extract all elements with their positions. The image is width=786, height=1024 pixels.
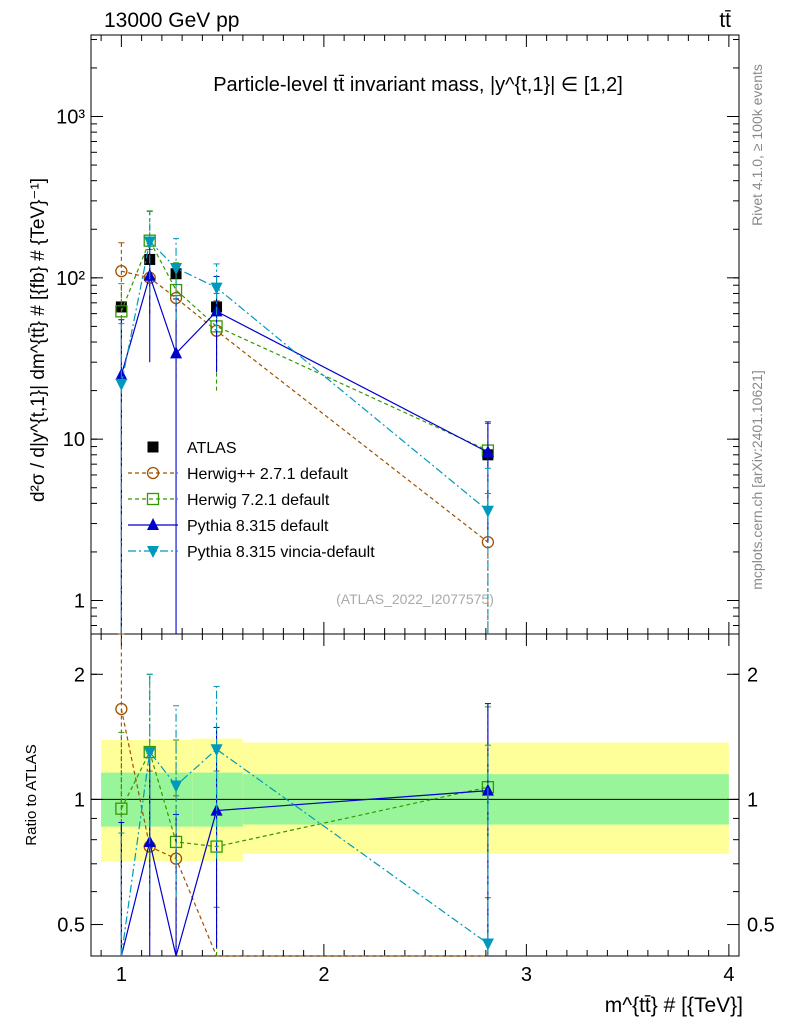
legend-label-herwig7: Herwig 7.2.1 default	[187, 492, 330, 509]
x-tick-label: 2	[318, 964, 329, 986]
legend-label-vincia: Pythia 8.315 vincia-default	[187, 544, 375, 561]
x-tick-label: 3	[521, 964, 532, 986]
main-axis-ticks: 1 10 10² 10³	[56, 35, 739, 634]
y-tick-label: 2	[74, 664, 85, 686]
y-tick-label: 10²	[56, 268, 85, 290]
x-axis-label: m^{tt̄} # [{TeV}]	[605, 994, 743, 1017]
y-tick-label-right: 1	[747, 789, 758, 811]
ratio-point-vincia	[170, 780, 183, 793]
ratio-point-herwigpp	[115, 702, 128, 716]
ratio-series-group	[115, 633, 495, 957]
main-y-axis-label: d²σ / d|y^{t,1}| dm^{tt̄} # [{fb} # {TeV…	[28, 178, 49, 502]
ratio-y-axis-label: Ratio to ATLAS	[23, 744, 40, 845]
main-point-vincia	[481, 505, 494, 518]
legend-label-atlas: ATLAS	[187, 440, 237, 457]
main-point-vincia	[170, 263, 183, 276]
legend-marker-atlas	[147, 441, 159, 453]
header-process: tt̄	[719, 9, 731, 32]
y-tick-label: 1	[74, 789, 85, 811]
main-series-group	[115, 210, 495, 634]
main-line-herwig7	[120, 239, 489, 452]
x-tick-label: 4	[723, 964, 734, 986]
rivet-version-label: Rivet 4.1.0, ≥ 100k events	[749, 64, 765, 226]
header-energy: 13000 GeV pp	[104, 9, 239, 32]
legend-label-herwigpp: Herwig++ 2.7.1 default	[187, 466, 349, 483]
mcplots-label: mcplots.cern.ch [arXiv:2401.10621]	[749, 370, 765, 589]
ratio-point-vincia	[481, 938, 494, 951]
legend-marker-pythia	[147, 518, 159, 530]
ratio-point-herwig7	[115, 802, 128, 815]
analysis-watermark: (ATLAS_2022_I2077575)	[336, 591, 494, 607]
ratio-bands	[101, 738, 729, 862]
chart-title: Particle-level tt̄ invariant mass, |y^{t…	[213, 74, 623, 96]
y-tick-label-right: 2	[747, 664, 758, 686]
y-tick-label: 10³	[56, 106, 85, 128]
legend: ATLAS Herwig++ 2.7.1 default Herwig 7.2.1 …	[128, 440, 375, 561]
legend-marker-herwig7	[146, 492, 160, 506]
ratio-point-vincia	[210, 744, 223, 757]
main-point-herwig7	[115, 305, 128, 318]
main-point-herwigpp	[115, 265, 128, 278]
main-point-vincia	[115, 378, 128, 391]
main-point-atlas	[115, 301, 127, 313]
ratio-point-vincia	[143, 747, 156, 760]
y-tick-label: 1	[74, 591, 85, 613]
main-point-pythia	[170, 346, 183, 359]
legend-label-pythia: Pythia 8.315 default	[187, 518, 329, 535]
y-tick-label: 0.5	[57, 915, 85, 937]
main-point-vincia	[210, 282, 223, 295]
ratio-axis-ticks: 0.5 0.5 1 1 2 2 1 2 3 4	[57, 634, 775, 986]
x-tick-label: 1	[116, 964, 127, 986]
main-point-pythia	[481, 445, 494, 458]
main-point-vincia	[143, 236, 156, 249]
y-tick-label: 10	[63, 429, 85, 451]
legend-marker-herwigpp	[146, 466, 160, 480]
y-tick-label-right: 0.5	[747, 915, 775, 937]
ratio-panel-frame	[90, 633, 740, 957]
legend-marker-vincia	[147, 546, 159, 558]
